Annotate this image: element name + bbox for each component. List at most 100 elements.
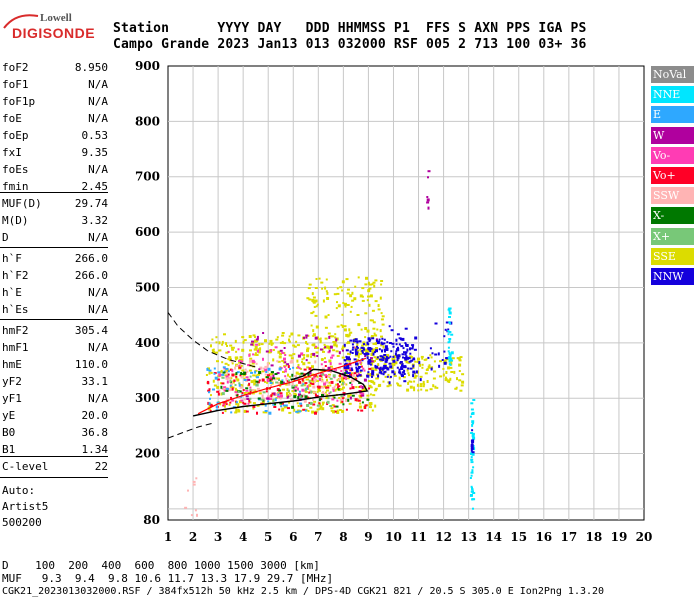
data-point (470, 402, 474, 405)
data-point (340, 370, 343, 372)
data-point (472, 466, 475, 469)
data-point (312, 399, 315, 401)
data-point (380, 318, 384, 321)
data-point (471, 423, 474, 427)
data-point (321, 379, 324, 381)
data-point (209, 397, 211, 400)
data-point (325, 278, 328, 281)
param-value-fxi: 9.35 (81, 146, 109, 159)
data-point (372, 348, 375, 352)
data-point (355, 362, 359, 366)
data-point (408, 380, 411, 383)
data-point (343, 328, 347, 332)
data-point (314, 347, 317, 349)
legend-item-nnw: NNW (651, 268, 694, 285)
data-point (429, 354, 432, 357)
data-point (303, 399, 307, 403)
data-point (254, 352, 257, 355)
data-point (256, 335, 259, 339)
data-point (216, 351, 218, 354)
data-point (245, 410, 249, 413)
data-point (404, 352, 407, 356)
data-point (472, 436, 476, 440)
data-point (359, 391, 363, 395)
data-point (253, 361, 256, 364)
data-point (345, 378, 348, 381)
data-point (332, 388, 335, 392)
data-point (311, 377, 314, 381)
data-point (229, 401, 232, 404)
data-point (426, 198, 430, 202)
data-point (433, 370, 437, 373)
data-point (395, 338, 398, 342)
data-point (266, 365, 269, 369)
data-point (281, 351, 285, 354)
auto-label: Auto: (2, 484, 36, 497)
data-point (348, 328, 351, 332)
data-point (354, 285, 357, 288)
data-point (312, 403, 316, 406)
data-point (227, 376, 231, 380)
data-point (237, 409, 241, 413)
data-point (230, 377, 233, 380)
data-point (276, 336, 279, 339)
data-point (235, 389, 238, 392)
data-point (382, 345, 385, 349)
data-point (324, 391, 327, 394)
data-point (382, 357, 385, 360)
data-point (412, 370, 416, 374)
param-value-b1: 1.34 (81, 443, 109, 456)
data-point (385, 358, 389, 362)
data-point (302, 383, 305, 386)
data-point (322, 299, 325, 303)
data-point (221, 388, 225, 390)
data-point (316, 380, 320, 382)
data-point (337, 304, 341, 308)
data-point (314, 378, 318, 381)
data-point (330, 407, 334, 410)
data-point (444, 328, 447, 331)
data-point (308, 298, 312, 301)
data-point (386, 385, 390, 388)
data-point (399, 361, 403, 363)
data-point (331, 398, 335, 401)
data-point (304, 390, 308, 393)
data-point (361, 389, 365, 392)
data-point (470, 448, 474, 451)
data-point (231, 399, 235, 402)
data-point (271, 373, 274, 376)
data-point (216, 378, 220, 381)
data-point (336, 325, 340, 328)
data-point (398, 368, 401, 372)
data-point (392, 364, 396, 367)
data-point (401, 375, 404, 377)
data-point (416, 360, 420, 363)
data-point (249, 357, 253, 360)
data-point (296, 344, 300, 347)
data-point (346, 342, 349, 345)
data-point (275, 338, 279, 341)
data-point (351, 374, 355, 378)
data-point (371, 349, 374, 352)
data-point (360, 365, 363, 368)
data-point (366, 398, 370, 401)
param-label-foep: foEp (2, 129, 29, 142)
data-point (364, 406, 367, 409)
data-point (276, 372, 280, 375)
data-point (353, 346, 356, 349)
data-point (411, 344, 415, 347)
data-point (314, 314, 318, 317)
data-point (312, 385, 316, 389)
data-point (383, 358, 387, 360)
data-point (238, 390, 242, 393)
data-point (337, 388, 340, 391)
data-point (425, 369, 429, 371)
data-point (314, 287, 318, 289)
data-point (342, 381, 344, 385)
data-point (401, 353, 405, 356)
data-point (320, 358, 324, 361)
data-point (367, 371, 370, 374)
data-point (213, 384, 217, 387)
data-point (299, 402, 303, 405)
data-point (372, 342, 376, 345)
